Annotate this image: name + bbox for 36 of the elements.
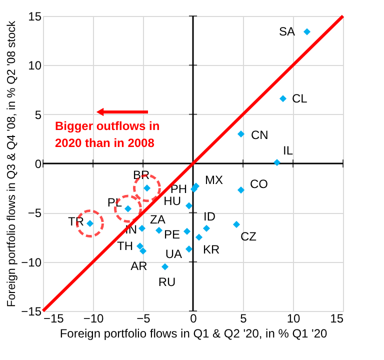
- y-tick-label: −10: [21, 255, 42, 270]
- data-label: BR: [133, 168, 150, 182]
- y-tick-label: −5: [28, 206, 42, 220]
- x-tick-label: 10: [286, 312, 300, 326]
- data-label: IL: [283, 144, 294, 158]
- data-label: CN: [251, 128, 268, 142]
- data-label: KR: [203, 242, 220, 256]
- data-label: CO: [250, 177, 268, 192]
- y-axis-title: Foreign portfolio flows in Q3 & Q4 '08, in % Q2 '08 stock: [6, 20, 18, 308]
- data-label: PE: [164, 227, 180, 242]
- x-tick-label: 0: [190, 312, 198, 326]
- x-tick-label: 5: [240, 312, 248, 326]
- data-label: CZ: [240, 229, 256, 244]
- data-label: CL: [292, 92, 308, 106]
- data-label: TH: [117, 239, 133, 254]
- data-label: AR: [130, 259, 148, 274]
- y-tick-label: 0: [34, 157, 42, 171]
- x-tick-label: 15: [330, 312, 344, 326]
- data-label: PL: [107, 196, 122, 210]
- data-label: HU: [164, 194, 181, 208]
- data-label: ZA: [150, 212, 166, 226]
- data-label: PH: [170, 182, 187, 196]
- x-tick-label: −15: [44, 312, 64, 326]
- y-tick-label: 10: [28, 58, 42, 73]
- data-label: RU: [158, 274, 176, 289]
- y-tick-label: 15: [28, 10, 42, 24]
- x-tick-label: −5: [136, 312, 151, 326]
- annotation: Bigger outflows in 2020 than in 2008: [55, 119, 160, 150]
- data-label: MX: [205, 173, 223, 188]
- data-label: TR: [68, 214, 84, 228]
- y-tick-label: 5: [34, 108, 42, 122]
- data-label: UA: [165, 247, 182, 262]
- x-tick-label: −10: [83, 312, 104, 326]
- x-axis-title: Foreign portfolio flows in Q1 & Q2 '20, in % Q1 '20: [60, 326, 328, 340]
- data-label: SA: [278, 24, 295, 39]
- data-label: ID: [204, 209, 216, 224]
